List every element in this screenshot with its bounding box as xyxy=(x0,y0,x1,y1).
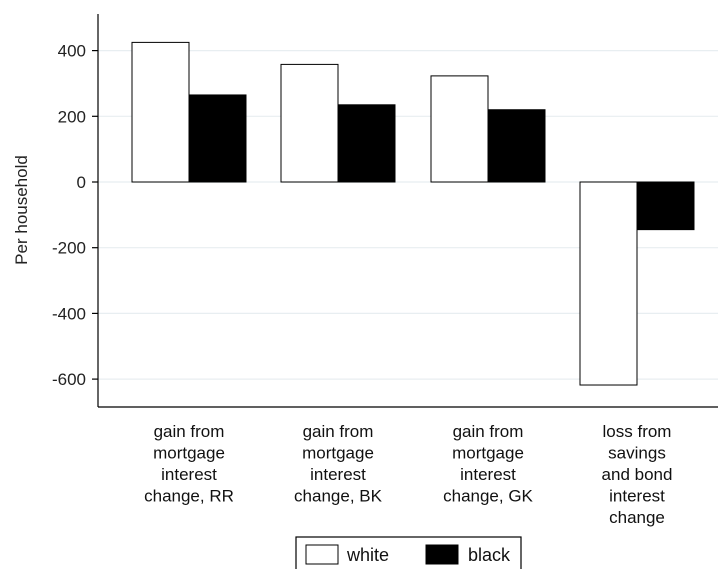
bar-white-3 xyxy=(430,75,489,183)
bar-black-3 xyxy=(487,109,546,183)
bars xyxy=(131,41,695,386)
y-tick-label: 200 xyxy=(58,107,86,126)
x-category-label-line: change xyxy=(609,508,665,527)
bar-black-2 xyxy=(337,104,396,183)
x-category-label-line: gain from xyxy=(303,422,374,441)
x-category-label-line: mortgage xyxy=(452,444,524,463)
x-category-label-line: mortgage xyxy=(302,444,374,463)
y-axis-ticks: 400 200 0 -200 -400 -600 xyxy=(52,42,98,389)
legend-label-black: black xyxy=(468,545,511,565)
x-category-label: loss from savings and bond interest change xyxy=(602,422,673,527)
x-category-label-line: change, BK xyxy=(294,487,383,506)
x-category-label-line: loss from xyxy=(603,422,672,441)
axes xyxy=(97,14,718,408)
bar-black-1 xyxy=(188,94,247,183)
x-category-label-line: interest xyxy=(460,465,516,484)
x-category-label-line: interest xyxy=(310,465,366,484)
x-axis-category-labels: gain from mortgage interest change, RRgain … xyxy=(144,422,672,527)
y-tick-label: -400 xyxy=(52,304,86,323)
y-axis-title: Per household xyxy=(12,155,31,265)
x-category-label-line: interest xyxy=(609,487,665,506)
y-tick-label: -600 xyxy=(52,370,86,389)
bar-white-2 xyxy=(280,63,339,183)
legend-label-white: white xyxy=(346,545,389,565)
y-tick-label: 400 xyxy=(58,42,86,61)
x-category-label: gain from mortgage interest change, BK xyxy=(294,422,383,506)
bar-white-1 xyxy=(131,41,190,183)
bar-white-4 xyxy=(579,181,638,386)
x-category-label-line: gain from xyxy=(154,422,225,441)
legend: white black xyxy=(295,536,522,569)
x-category-label-line: mortgage xyxy=(153,444,225,463)
x-category-label-line: change, GK xyxy=(443,487,533,506)
x-category-label: gain from mortgage interest change, GK xyxy=(443,422,533,506)
x-category-label-line: and bond xyxy=(602,465,673,484)
x-category-label: gain from mortgage interest change, RR xyxy=(144,422,234,506)
y-tick-label: -200 xyxy=(52,239,86,258)
legend-swatch-black xyxy=(425,544,459,565)
x-category-label-line: gain from xyxy=(453,422,524,441)
bar-black-4 xyxy=(636,181,695,231)
x-category-label-line: savings xyxy=(608,444,666,463)
x-category-label-line: change, RR xyxy=(144,487,234,506)
y-tick-label: 0 xyxy=(77,173,86,192)
legend-swatch-white xyxy=(305,544,339,565)
x-category-label-line: interest xyxy=(161,465,217,484)
